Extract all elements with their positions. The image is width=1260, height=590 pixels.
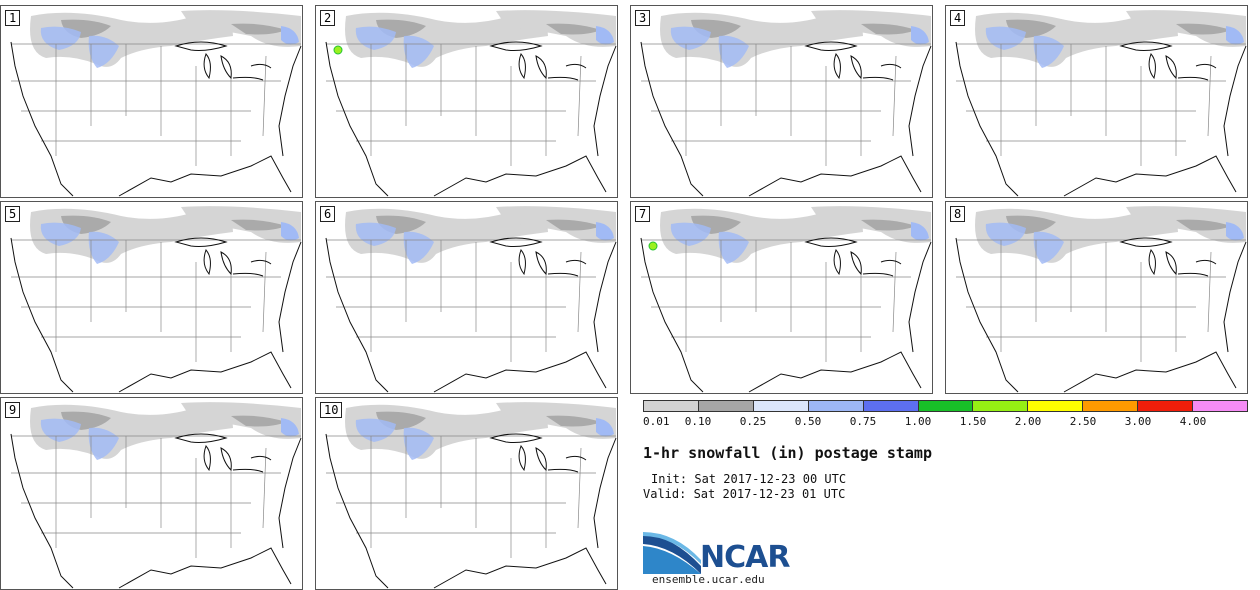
us-map bbox=[955, 206, 1247, 393]
colorbar-tick-label: 2.50 bbox=[1069, 415, 1097, 428]
colorbar-tick-label: 0.10 bbox=[684, 415, 712, 428]
member-number: 7 bbox=[635, 206, 651, 222]
member-panel: 6 bbox=[315, 201, 618, 394]
colorbar-swatch bbox=[863, 401, 919, 411]
member-panel: 1 bbox=[0, 5, 303, 198]
colorbar-swatch bbox=[1083, 401, 1139, 411]
member-number: 2 bbox=[320, 10, 336, 26]
colorbar-swatch bbox=[1028, 401, 1084, 411]
member-number: 4 bbox=[950, 10, 966, 26]
colorbar-tick-label: 1.00 bbox=[904, 415, 932, 428]
colorbar-tick-label: 1.50 bbox=[959, 415, 987, 428]
colorbar-tick-label: 4.00 bbox=[1179, 415, 1207, 428]
member-number: 5 bbox=[5, 206, 21, 222]
snowfall-colorbar bbox=[643, 400, 1248, 412]
page-title: 1-hr snowfall (in) postage stamp bbox=[643, 444, 932, 462]
member-panel: 5 bbox=[0, 201, 303, 394]
member-number: 9 bbox=[5, 402, 21, 418]
us-map bbox=[325, 402, 617, 589]
colorbar-tick-label: 0.25 bbox=[739, 415, 767, 428]
us-map bbox=[325, 10, 617, 197]
member-panel: 10 bbox=[315, 397, 618, 590]
us-map bbox=[325, 206, 617, 393]
colorbar-swatch bbox=[644, 401, 699, 411]
colorbar-swatch bbox=[918, 401, 974, 411]
member-panel: 4 bbox=[945, 5, 1248, 198]
member-number: 8 bbox=[950, 206, 966, 222]
us-map bbox=[10, 206, 302, 393]
member-number: 6 bbox=[320, 206, 336, 222]
valid-time: Valid: Sat 2017-12-23 01 UTC bbox=[643, 487, 846, 501]
member-number: 3 bbox=[635, 10, 651, 26]
colorbar-tick-label: 0.01 bbox=[643, 415, 670, 428]
member-number: 10 bbox=[320, 402, 343, 418]
colorbar-swatch bbox=[1138, 401, 1194, 411]
colorbar-swatch bbox=[973, 401, 1029, 411]
member-panel: 3 bbox=[630, 5, 933, 198]
colorbar-swatch bbox=[808, 401, 864, 411]
colorbar-tick-label: 2.00 bbox=[1014, 415, 1042, 428]
us-map bbox=[10, 402, 302, 589]
member-panel: 2 bbox=[315, 5, 618, 198]
us-map bbox=[640, 206, 932, 393]
colorbar-tick-label: 3.00 bbox=[1124, 415, 1152, 428]
colorbar-tick-label: 0.75 bbox=[849, 415, 877, 428]
site-url: ensemble.ucar.edu bbox=[652, 573, 765, 586]
colorbar-swatch bbox=[698, 401, 754, 411]
member-panel: 9 bbox=[0, 397, 303, 590]
logo-text: NCAR bbox=[700, 540, 790, 575]
init-time: Init: Sat 2017-12-23 00 UTC bbox=[651, 472, 847, 486]
us-map bbox=[10, 10, 302, 197]
us-map bbox=[955, 10, 1247, 197]
us-map bbox=[640, 10, 932, 197]
colorbar-swatch bbox=[1193, 401, 1247, 411]
member-panel: 7 bbox=[630, 201, 933, 394]
colorbar-swatch bbox=[753, 401, 809, 411]
member-panel: 8 bbox=[945, 201, 1248, 394]
colorbar-tick-label: 0.50 bbox=[794, 415, 822, 428]
member-number: 1 bbox=[5, 10, 21, 26]
ncar-logo-icon bbox=[643, 532, 701, 574]
